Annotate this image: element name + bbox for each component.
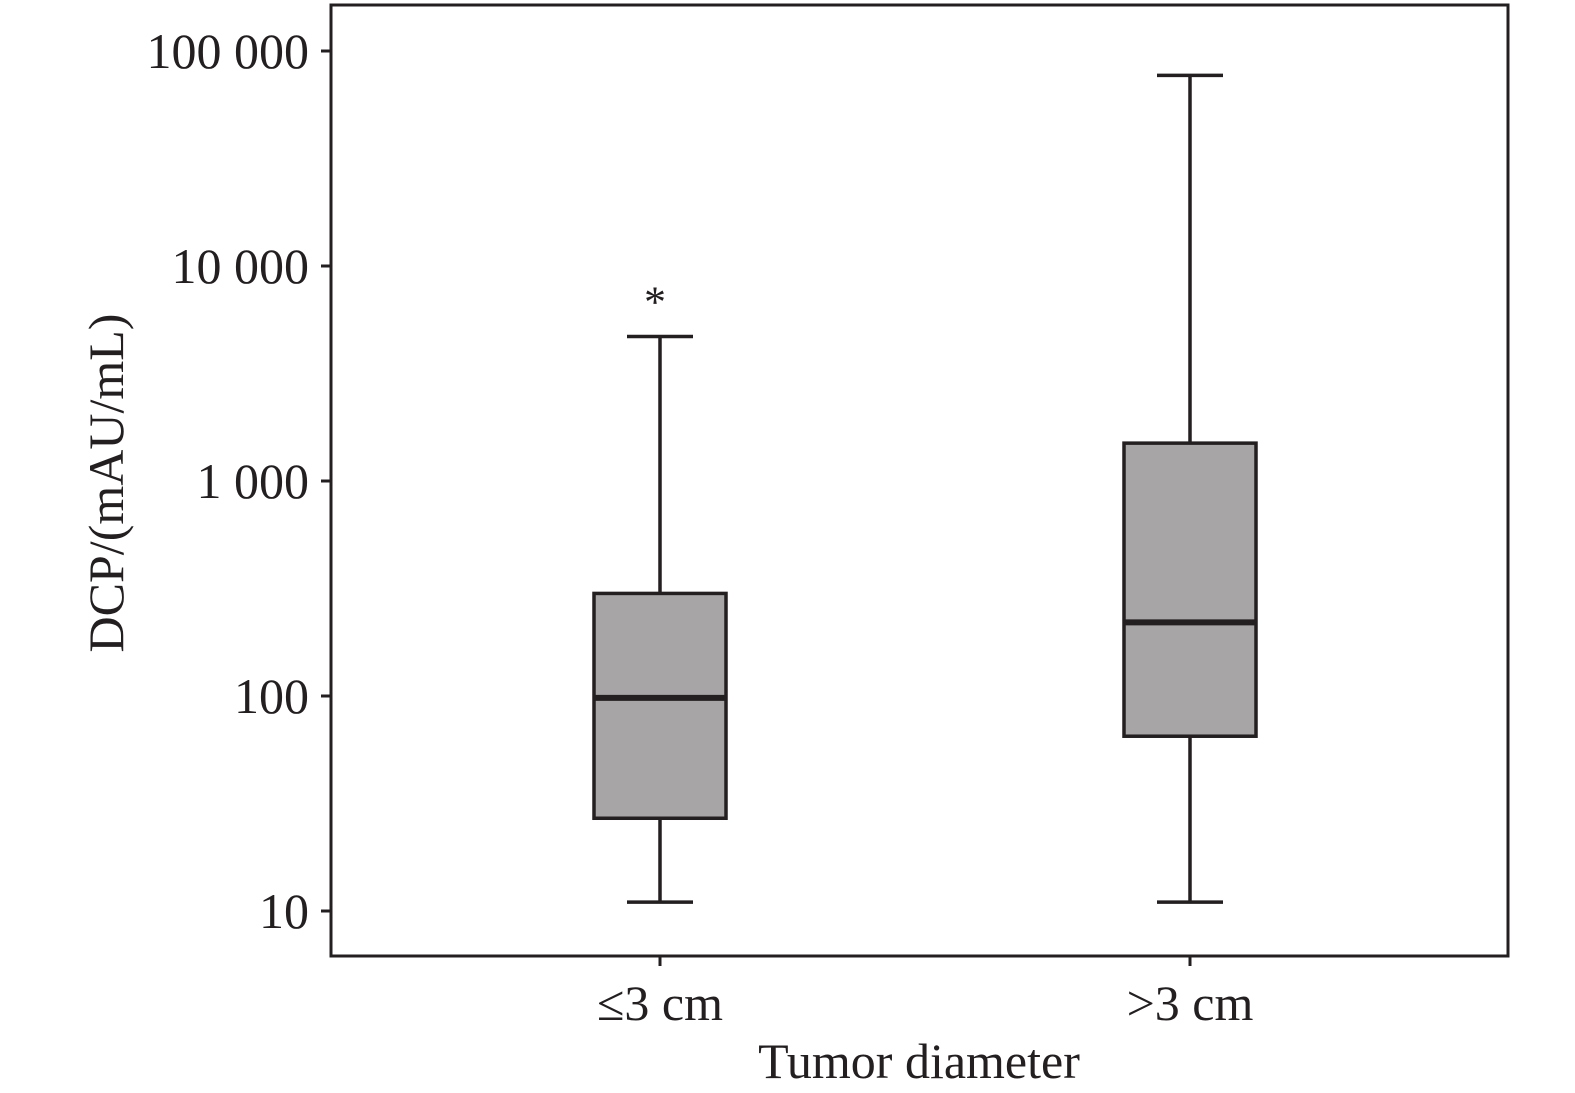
y-axis: 10 100 1 000 10 000 100 000 <box>147 23 331 939</box>
y-axis-title: DCP/(mAU/mL) <box>78 314 134 653</box>
y-tick-label: 100 <box>234 668 309 724</box>
outlier-marker: * <box>644 277 666 326</box>
box-group <box>1122 73 1258 904</box>
x-axis-title: Tumor diameter <box>758 1033 1080 1089</box>
y-tick-label: 100 000 <box>147 23 310 79</box>
y-tick-label: 1 000 <box>197 453 310 509</box>
x-tick-label: ≤3 cm <box>597 975 723 1031</box>
plot-frame <box>329 3 1510 958</box>
y-tick-label: 10 000 <box>172 238 310 294</box>
x-axis: ≤3 cm >3 cm <box>597 956 1254 1031</box>
iqr-box <box>1122 441 1258 738</box>
x-tick-label: >3 cm <box>1127 975 1254 1031</box>
iqr-box <box>592 591 728 821</box>
boxplot-series: * <box>592 73 1258 904</box>
box-group: * <box>592 277 728 904</box>
y-tick-label: 10 <box>259 883 309 939</box>
